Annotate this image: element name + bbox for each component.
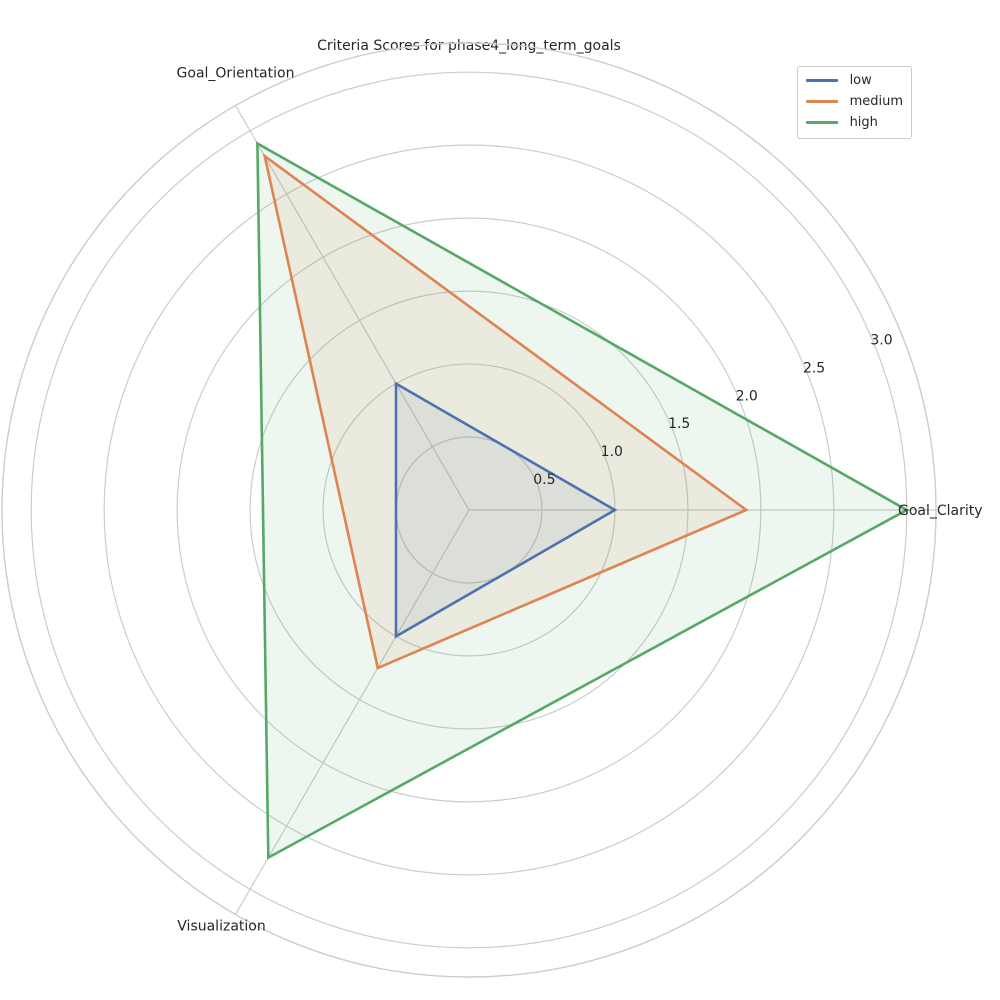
spoke-2 [234,509,470,915]
radial-tick-label-5: 3.0 [870,333,892,349]
chart-title: Criteria Scores for phase4_long_term_goa… [317,38,621,54]
series-layer [256,141,910,860]
legend-swatch-medium [805,100,838,103]
axis-label-goal-orientation: Goal_Orientation [177,66,295,82]
radial-tick-label-3: 2.0 [736,388,758,404]
legend-item-high: high [805,112,903,133]
series-fill-high [257,143,907,858]
legend-label-low: low [849,73,872,88]
legend-swatch-high [805,121,838,124]
axis-label-visualization: Visualization [177,918,265,934]
legend-item-medium: medium [805,91,903,112]
legend-label-high: high [849,115,878,130]
series-fill-low [396,383,615,637]
legend-label-medium: medium [849,94,903,109]
radial-tick-label-1: 1.0 [601,444,623,460]
series-line-medium [262,153,749,670]
legend: low medium high [796,66,912,139]
legend-swatch-low [805,79,838,82]
series-line-low [394,381,618,639]
series-fill-medium [264,156,747,668]
radial-tick-label-2: 1.5 [668,416,690,432]
axis-label-goal-clarity: Goal_Clarity [898,503,983,519]
polar-grid [1,42,937,978]
legend-item-low: low [805,70,903,91]
spoke-1 [234,105,470,511]
series-line-high [256,141,910,860]
radial-tick-label-4: 2.5 [803,360,825,376]
radial-tick-label-0: 0.5 [533,472,555,488]
axis-labels: 0.5 1.0 1.5 2.0 2.5 3.0 Goal_Clarity Goal_Orien… [177,66,983,935]
